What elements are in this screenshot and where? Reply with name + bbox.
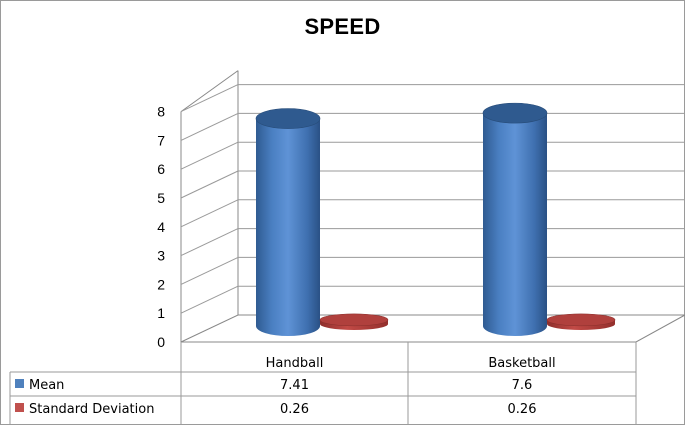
data-table: Handball Basketball Mean 7.41 7.6 Standard De… — [9, 342, 637, 425]
gridline-side — [180, 170, 239, 199]
gridline-side — [180, 84, 239, 113]
bar-mean — [482, 102, 548, 337]
data-label: 0.26 — [280, 402, 309, 417]
bar-sd-top — [319, 313, 389, 327]
bar-mean-top — [482, 102, 548, 124]
data-label: 7.6 — [512, 378, 533, 393]
gridline-side — [180, 112, 239, 141]
legend-entry: Mean — [29, 378, 64, 393]
gridline-side — [180, 256, 239, 285]
bar-mean — [255, 108, 321, 336]
y-tick-label: 3 — [157, 248, 165, 264]
data-label: 0.26 — [508, 402, 537, 417]
y-tick-label: 2 — [157, 276, 165, 292]
bar-mean-body — [256, 118, 320, 336]
legend-swatch — [15, 403, 24, 412]
data-label: 7.41 — [280, 378, 309, 393]
legend-swatch — [15, 379, 24, 388]
y-tick-label: 7 — [157, 132, 165, 148]
x-tick-label: Handball — [266, 356, 324, 371]
gridline-side — [180, 285, 239, 314]
y-tick-label: 1 — [157, 305, 165, 321]
bar-sd — [319, 313, 389, 330]
legend-entry: Standard Deviation — [29, 402, 154, 417]
y-tick-label: 6 — [157, 161, 165, 177]
chart-title: SPEED — [304, 14, 381, 39]
y-tick-label: 8 — [157, 104, 165, 120]
gridline-side — [180, 228, 239, 257]
side-wall-top-edge — [180, 70, 239, 113]
x-tick-label: Basketball — [488, 356, 555, 371]
bar-mean-top — [255, 108, 321, 129]
y-axis-ticks: 0 1 2 3 4 5 6 7 8 — [157, 104, 165, 350]
bar-sd-top — [546, 313, 616, 327]
bars — [255, 102, 616, 337]
chart-floor — [180, 314, 685, 343]
bar-sd — [546, 313, 616, 330]
gridline-side — [180, 199, 239, 228]
gridline-side — [180, 141, 239, 170]
bar-mean-body — [483, 113, 547, 337]
y-tick-label: 5 — [157, 190, 165, 206]
y-tick-label: 0 — [157, 334, 165, 350]
y-tick-label: 4 — [157, 219, 165, 235]
